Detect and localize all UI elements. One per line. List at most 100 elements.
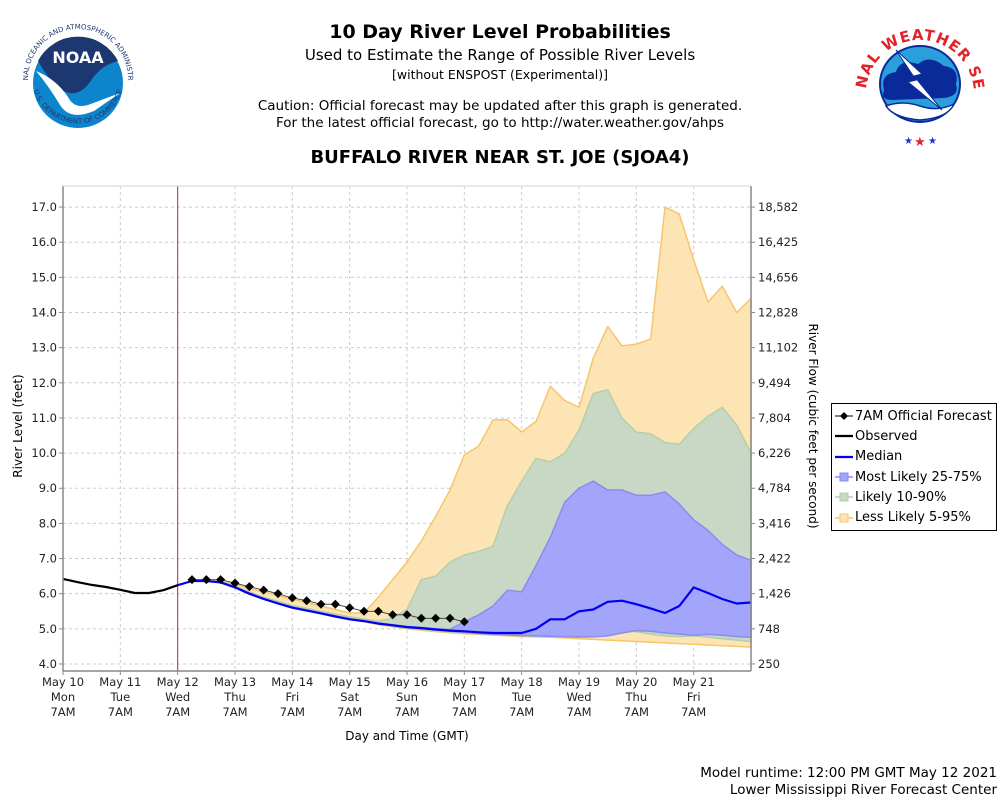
x-tick-label: 7AM (280, 705, 305, 719)
forecast-point (445, 613, 455, 623)
x-tick-label: 7AM (337, 705, 362, 719)
forecast-point (201, 575, 211, 585)
nws-logo-icon: NATIONAL WEATHER SERVICE ★ ★ ★ (852, 14, 987, 150)
y-tick-label-right: 9,494 (758, 376, 791, 390)
y-tick-label-left: 4.0 (39, 657, 57, 671)
legend-label: Less Likely 5-95% (855, 510, 971, 526)
x-tick-label: Fri (285, 690, 299, 704)
x-tick-label: May 15 (329, 675, 371, 689)
svg-text:NOAA: NOAA (52, 48, 104, 67)
y-axis-title-left: River Level (feet) (11, 374, 25, 477)
x-tick-label: Mon (452, 690, 476, 704)
x-tick-label: Wed (165, 690, 190, 704)
forecast-point (216, 575, 226, 585)
y-tick-label-left: 12.0 (31, 376, 57, 390)
black-line-icon (835, 435, 853, 438)
legend-item-25-75: Most Likely 25-75% (835, 467, 996, 487)
forecast-point (259, 585, 269, 595)
y-tick-label-left: 14.0 (31, 306, 57, 320)
y-tick-label-right: 11,102 (758, 341, 798, 355)
forecast-point (431, 613, 441, 623)
x-tick-label: Tue (511, 690, 532, 704)
forecast-point (273, 589, 283, 599)
x-tick-label: Sun (396, 690, 418, 704)
forecast-point (416, 613, 426, 623)
x-tick-label: 7AM (452, 705, 477, 719)
y-tick-label-right: 12,828 (758, 306, 798, 320)
x-tick-label: May 21 (673, 675, 715, 689)
y-tick-label-left: 8.0 (39, 516, 57, 530)
forecast-point (402, 610, 412, 620)
x-tick-label: 7AM (681, 705, 706, 719)
x-tick-label: May 20 (615, 675, 657, 689)
chart-legend: 7AM Official Forecast Observed Median Mo… (831, 403, 997, 531)
forecast-point (316, 599, 326, 609)
y-tick-label-left: 13.0 (31, 341, 57, 355)
y-tick-label-left: 9.0 (39, 481, 57, 495)
legend-item-observed: Observed (835, 426, 996, 446)
legend-item-10-90: Likely 10-90% (835, 487, 996, 507)
y-tick-label-left: 11.0 (31, 411, 57, 425)
y-tick-label-left: 15.0 (31, 270, 57, 284)
forecast-point (244, 582, 254, 592)
y-tick-label-left: 17.0 (31, 200, 57, 214)
x-tick-label: Wed (566, 690, 591, 704)
caution-text-line2: For the latest official forecast, go to … (275, 115, 725, 131)
forecast-point (230, 578, 240, 588)
legend-item-median: Median (835, 447, 996, 467)
legend-item-forecast: 7AM Official Forecast (835, 406, 996, 426)
svg-text:★: ★ (928, 136, 937, 147)
chart-title: 10 Day River Level Probabilities (329, 21, 671, 43)
x-tick-label: 7AM (394, 705, 419, 719)
forecast-center: Lower Mississippi River Forecast Center (729, 782, 997, 798)
y-tick-label-right: 3,416 (758, 516, 791, 530)
y-tick-label-left: 10.0 (31, 446, 57, 460)
y-tick-label-right: 14,656 (758, 270, 798, 284)
x-tick-label: May 10 (42, 675, 84, 689)
y-tick-label-left: 5.0 (39, 622, 57, 636)
y-tick-label-right: 18,582 (758, 200, 798, 214)
x-tick-label: May 16 (386, 675, 428, 689)
y-tick-label-right: 748 (758, 622, 780, 636)
chart-subtitle-experimental: [without ENSPOST (Experimental)] (392, 67, 608, 82)
y-tick-label-right: 7,804 (758, 411, 791, 425)
x-tick-label: Fri (687, 690, 701, 704)
legend-label: Observed (855, 428, 918, 444)
station-title: BUFFALO RIVER NEAR ST. JOE (SJOA4) (310, 147, 690, 168)
legend-label: Median (855, 449, 903, 465)
noaa-logo-icon: NOAA NATIONAL OCEANIC AND ATMOSPHERIC AD… (12, 13, 142, 143)
svg-text:★: ★ (914, 135, 926, 150)
x-tick-label: May 14 (271, 675, 313, 689)
x-tick-label: May 13 (214, 675, 256, 689)
x-tick-label: 7AM (165, 705, 190, 719)
caution-text-line1: Caution: Official forecast may be update… (257, 98, 743, 114)
forecast-point (302, 596, 312, 606)
x-tick-label: 7AM (566, 705, 591, 719)
legend-label: Most Likely 25-75% (855, 469, 982, 485)
x-tick-label: May 17 (443, 675, 485, 689)
y-tick-label-right: 250 (758, 657, 780, 671)
y-tick-label-right: 16,425 (758, 235, 798, 249)
y-tick-label-left: 7.0 (39, 552, 57, 566)
x-tick-label: 7AM (108, 705, 133, 719)
median-line (177, 579, 752, 635)
forecast-point (330, 599, 340, 609)
x-tick-label: Mon (51, 690, 75, 704)
forecast-point (373, 606, 383, 616)
orange-square-icon (835, 513, 853, 523)
y-tick-label-right: 6,226 (758, 446, 791, 460)
axes: 4.0 250 5.0 748 6.0 1,426 7.0 2,422 8.0 3,416 9.0 4… (31, 185, 798, 719)
legend-item-5-95: Less Likely 5-95% (835, 507, 996, 527)
x-tick-label: Thu (625, 690, 648, 704)
chart-subtitle: Used to Estimate the Range of Possible R… (304, 46, 696, 64)
x-tick-label: Sat (340, 690, 359, 704)
x-tick-label: May 11 (99, 675, 141, 689)
forecast-point (459, 617, 469, 627)
blue-square-icon (835, 472, 853, 482)
x-tick-label: 7AM (50, 705, 75, 719)
y-tick-label-left: 6.0 (39, 587, 57, 601)
blue-line-icon (835, 455, 853, 458)
forecast-point (187, 575, 197, 585)
x-tick-label: Tue (110, 690, 131, 704)
